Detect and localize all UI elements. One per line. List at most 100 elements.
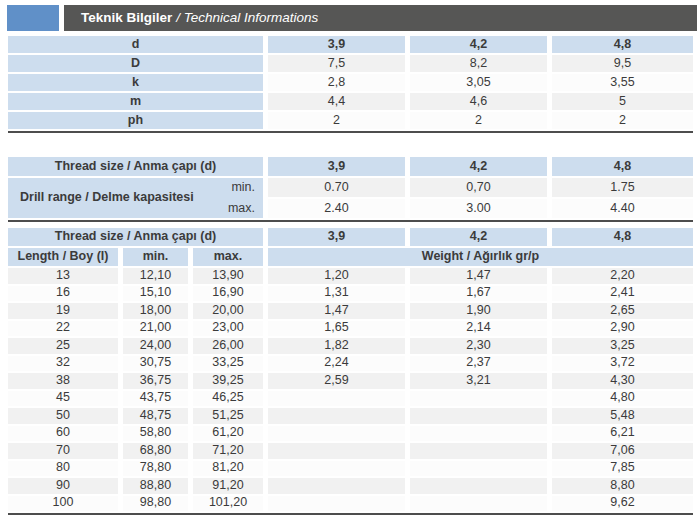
size-column-header: 4,8 xyxy=(547,157,693,178)
length-value: 70 xyxy=(8,443,118,461)
weight-value-4-2 xyxy=(405,408,547,426)
weight-value-4-2: 3,21 xyxy=(405,373,547,391)
weight-value-4-2 xyxy=(405,426,547,444)
dimension-value: 2 xyxy=(405,112,547,131)
length-min-value: 24,00 xyxy=(118,338,188,356)
weight-value-4-2: 1,90 xyxy=(405,303,547,321)
dimension-label: d xyxy=(8,36,263,55)
size-column-header: 4,2 xyxy=(405,228,547,248)
weight-value-3-9 xyxy=(263,443,405,461)
length-min-value: 43,75 xyxy=(118,391,188,409)
weight-value-4-8: 9,62 xyxy=(547,496,693,514)
weight-value-4-8: 8,80 xyxy=(547,478,693,496)
length-weight-table: Thread size / Anma çapı (d) 3,9 4,2 4,8 … xyxy=(8,228,693,513)
length-max-value: 91,20 xyxy=(188,478,263,496)
drill-min-value: 0.70 xyxy=(263,178,405,199)
length-min-value: 48,75 xyxy=(118,408,188,426)
drill-header-row: Thread size / Anma çapı (d) 3,9 4,2 4,8 xyxy=(8,157,693,178)
length-max-value: 20,00 xyxy=(188,303,263,321)
weight-value-4-8: 2,41 xyxy=(547,286,693,304)
length-table-row: 38 36,75 39,25 2,59 3,21 4,30 xyxy=(8,373,693,391)
length-value: 13 xyxy=(8,268,118,286)
length-min-value: 18,00 xyxy=(118,303,188,321)
weight-value-4-8: 3,25 xyxy=(547,338,693,356)
weight-value-3-9: 1,20 xyxy=(263,268,405,286)
divider-rule xyxy=(8,513,693,515)
dimension-value: 7,5 xyxy=(263,55,405,74)
size-column-header: 3,9 xyxy=(263,157,405,178)
dimension-value: 3,9 xyxy=(263,36,405,55)
drill-max-value: 4.40 xyxy=(547,199,693,220)
weight-value-4-8: 5,48 xyxy=(547,408,693,426)
weight-value-4-2 xyxy=(405,443,547,461)
length-value: 60 xyxy=(8,426,118,444)
length-value: 32 xyxy=(8,356,118,374)
header-title-english: / Technical Informations xyxy=(172,10,318,25)
dimension-label: ph xyxy=(8,112,263,131)
length-min-value: 30,75 xyxy=(118,356,188,374)
drill-max-value: 2.40 xyxy=(263,199,405,220)
weight-value-3-9 xyxy=(263,426,405,444)
dimension-value: 9,5 xyxy=(547,55,693,74)
dimension-value: 2 xyxy=(263,112,405,131)
length-value: 25 xyxy=(8,338,118,356)
length-min-value: 58,80 xyxy=(118,426,188,444)
length-table-row: 13 12,10 13,90 1,20 1,47 2,20 xyxy=(8,268,693,286)
weight-value-4-2: 1,67 xyxy=(405,286,547,304)
header-title-bar: Teknik Bilgiler/ Technical Informations xyxy=(64,5,697,31)
weight-value-4-8: 4,80 xyxy=(547,391,693,409)
min-label: min. xyxy=(208,178,263,199)
length-header-row-columns: Length / Boy (I) min. max. Weight / Ağır… xyxy=(8,248,693,268)
length-value: 90 xyxy=(8,478,118,496)
length-max-value: 71,20 xyxy=(188,443,263,461)
length-value: 80 xyxy=(8,461,118,479)
length-max-value: 26,00 xyxy=(188,338,263,356)
length-table-row: 16 15,10 16,90 1,31 1,67 2,41 xyxy=(8,286,693,304)
weight-value-4-8: 2,65 xyxy=(547,303,693,321)
length-min-value: 78,80 xyxy=(118,461,188,479)
weight-value-4-8: 4,30 xyxy=(547,373,693,391)
weight-value-4-8: 3,72 xyxy=(547,356,693,374)
length-table-row: 100 98,80 101,20 9,62 xyxy=(8,496,693,514)
dimensions-row-k: k 2,8 3,05 3,55 xyxy=(8,74,693,93)
length-table-row: 90 88,80 91,20 8,80 xyxy=(8,478,693,496)
length-max-value: 39,25 xyxy=(188,373,263,391)
max-column-header: max. xyxy=(188,248,263,268)
weight-value-3-9: 1,82 xyxy=(263,338,405,356)
weight-value-4-2 xyxy=(405,496,547,514)
length-max-value: 33,25 xyxy=(188,356,263,374)
length-min-value: 12,10 xyxy=(118,268,188,286)
length-max-value: 13,90 xyxy=(188,268,263,286)
dimension-value: 3,55 xyxy=(547,74,693,93)
length-value: 38 xyxy=(8,373,118,391)
min-column-header: min. xyxy=(118,248,188,268)
weight-value-4-2: 2,37 xyxy=(405,356,547,374)
weight-value-3-9: 2,24 xyxy=(263,356,405,374)
length-column-header: Length / Boy (I) xyxy=(8,248,118,268)
weight-value-4-8: 2,90 xyxy=(547,321,693,339)
weight-value-3-9 xyxy=(263,408,405,426)
weight-value-4-2: 2,14 xyxy=(405,321,547,339)
divider-rule xyxy=(8,220,693,222)
dimensions-row-ph: ph 2 2 2 xyxy=(8,112,693,131)
size-column-header: 4,2 xyxy=(405,157,547,178)
length-min-value: 98,80 xyxy=(118,496,188,514)
weight-value-3-9 xyxy=(263,496,405,514)
length-min-value: 68,80 xyxy=(118,443,188,461)
length-value: 45 xyxy=(8,391,118,409)
length-min-value: 36,75 xyxy=(118,373,188,391)
page-background: Teknik Bilgiler/ Technical Informations … xyxy=(0,5,700,525)
drill-max-value: 3.00 xyxy=(405,199,547,220)
weight-value-3-9: 1,47 xyxy=(263,303,405,321)
length-max-value: 101,20 xyxy=(188,496,263,514)
dimension-value: 5 xyxy=(547,93,693,112)
dimension-value: 4,6 xyxy=(405,93,547,112)
thread-size-label: Thread size / Anma çapı (d) xyxy=(8,228,263,248)
length-value: 100 xyxy=(8,496,118,514)
dimension-label: k xyxy=(8,74,263,93)
weight-value-4-2: 1,47 xyxy=(405,268,547,286)
drill-min-value: 1.75 xyxy=(547,178,693,199)
weight-value-4-8: 2,20 xyxy=(547,268,693,286)
size-column-header: 4,8 xyxy=(547,228,693,248)
dimension-value: 2,8 xyxy=(263,74,405,93)
